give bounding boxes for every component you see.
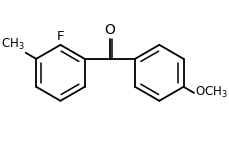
Text: O: O [104, 23, 115, 37]
Text: F: F [57, 29, 64, 43]
Text: OCH$_3$: OCH$_3$ [195, 85, 228, 100]
Text: CH$_3$: CH$_3$ [1, 37, 25, 52]
